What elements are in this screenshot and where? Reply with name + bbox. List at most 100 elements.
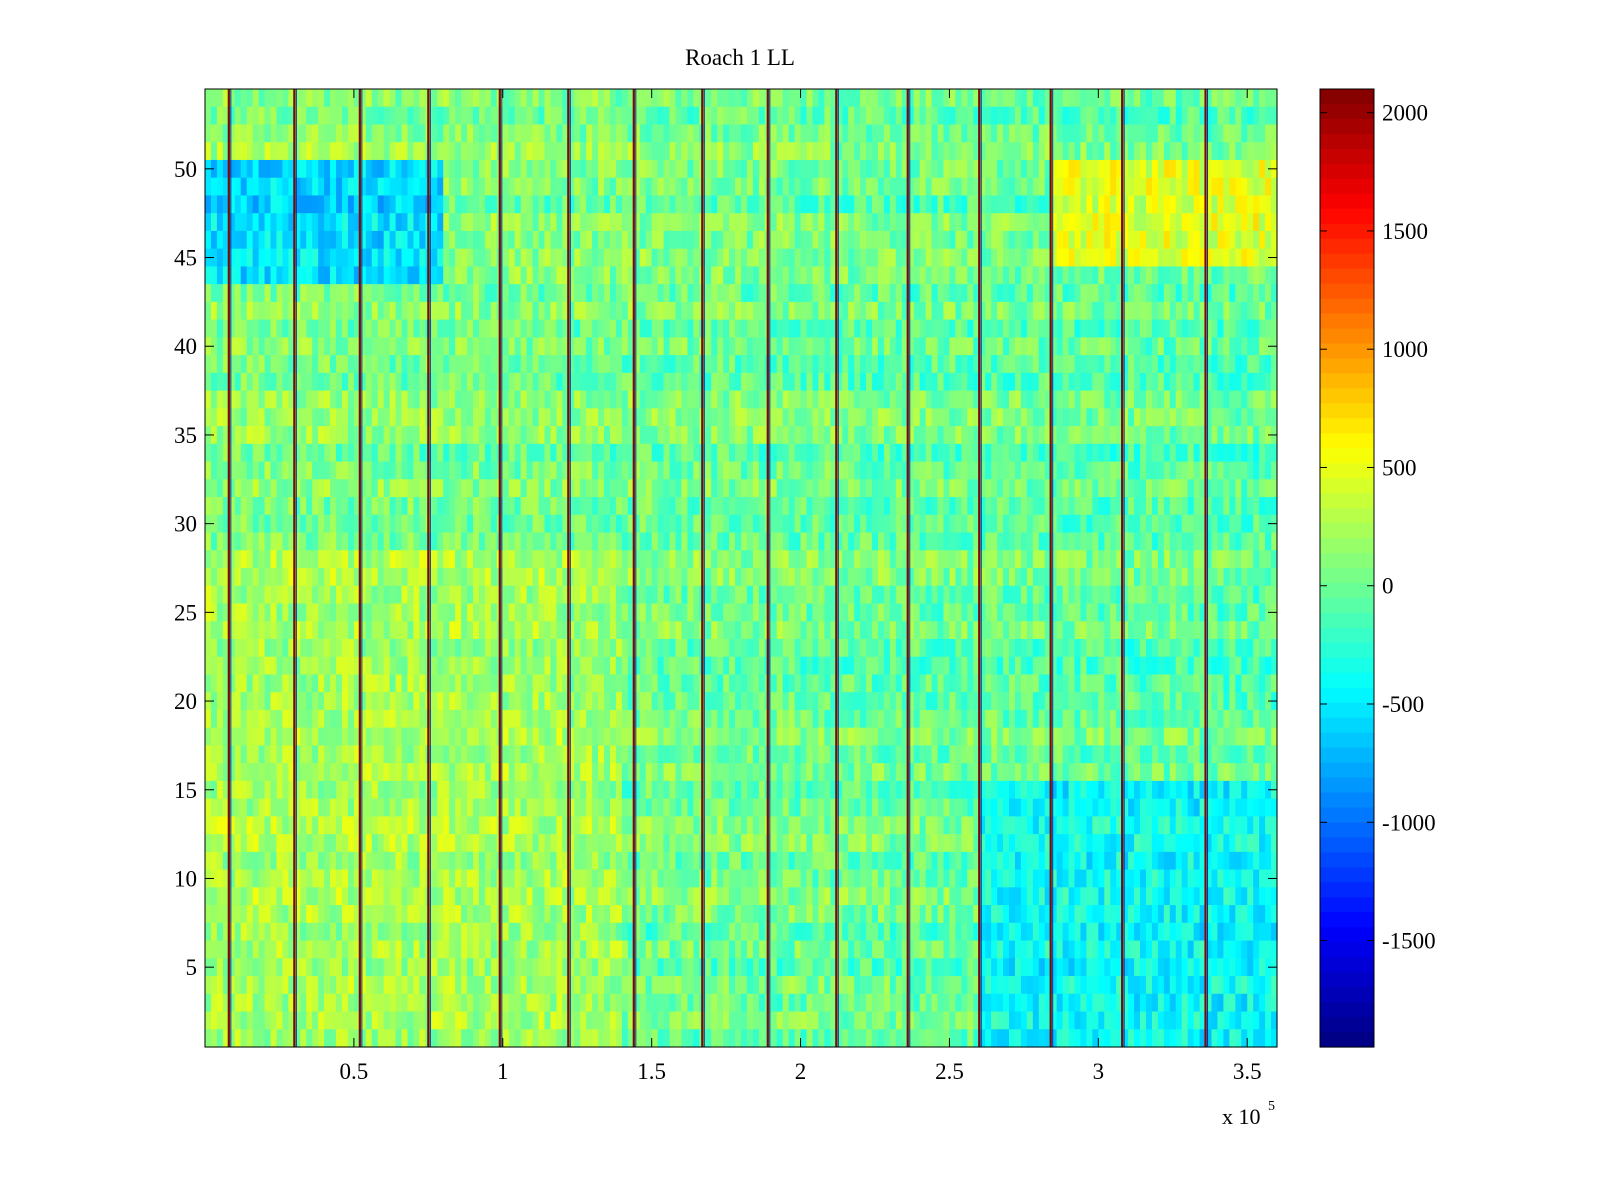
heatmap-cell	[514, 461, 522, 480]
heatmap-cell	[663, 177, 671, 197]
heatmap-cell	[836, 177, 843, 197]
heatmap-cell	[961, 177, 968, 197]
heatmap-cell	[1110, 213, 1117, 232]
heatmap-cell	[1140, 443, 1147, 463]
heatmap-cell	[1163, 337, 1171, 356]
heatmap-cell	[830, 479, 837, 498]
heatmap-cell	[723, 497, 730, 516]
heatmap-cell	[383, 550, 391, 569]
heatmap-cell	[1110, 372, 1117, 392]
heatmap-cell	[1145, 372, 1153, 392]
heatmap-cell	[967, 177, 974, 197]
heatmap-cell	[312, 461, 319, 480]
heatmap-cell	[1014, 532, 1022, 551]
heatmap-cell	[1217, 532, 1224, 551]
heatmap-cell	[788, 301, 796, 321]
heatmap-cell	[889, 426, 897, 445]
heatmap-cell	[1175, 159, 1183, 179]
heatmap-cell	[961, 106, 968, 126]
heatmap-cell	[300, 142, 307, 161]
heatmap-cell	[1098, 337, 1105, 356]
heatmap-cell	[1116, 195, 1123, 214]
heatmap-cell	[389, 479, 397, 498]
heatmap-cell	[1086, 461, 1093, 480]
heatmap-cell	[312, 319, 319, 338]
heatmap-cell	[919, 426, 927, 445]
heatmap-cell	[407, 195, 415, 214]
heatmap-cell	[359, 89, 367, 108]
heatmap-cell	[741, 532, 748, 551]
heatmap-cell	[782, 159, 790, 179]
heatmap-cell	[282, 284, 289, 303]
heatmap-cell	[645, 390, 653, 409]
heatmap-cell	[246, 568, 254, 587]
heatmap-cell	[395, 550, 403, 569]
heatmap-cell	[741, 319, 748, 338]
heatmap-cell	[1080, 443, 1088, 463]
heatmap-cell	[574, 479, 581, 498]
heatmap-cell	[609, 319, 617, 338]
heatmap-cell	[985, 532, 992, 551]
heatmap-cell	[1235, 426, 1242, 445]
heatmap-cell	[663, 284, 671, 303]
heatmap-cell	[723, 443, 730, 463]
heatmap-cell	[919, 443, 927, 463]
heatmap-cell	[752, 213, 760, 232]
heatmap-cell	[836, 284, 843, 303]
heatmap-cell	[782, 426, 790, 445]
heatmap-cell	[598, 390, 605, 409]
heatmap-cell	[431, 514, 438, 534]
heatmap-cell	[538, 213, 546, 232]
heatmap-cell	[473, 159, 480, 179]
heatmap-cell	[776, 337, 784, 356]
heatmap-cell	[675, 319, 683, 338]
heatmap-cell	[919, 408, 927, 427]
heatmap-cell	[854, 142, 861, 161]
heatmap-cell	[1134, 461, 1141, 480]
heatmap-cell	[419, 426, 426, 445]
heatmap-cell	[1092, 213, 1099, 232]
heatmap-cell	[222, 266, 230, 285]
heatmap-cell	[723, 230, 730, 250]
heatmap-cell	[949, 479, 956, 498]
heatmap-cell	[1044, 213, 1052, 232]
heatmap-cell	[484, 568, 492, 587]
heatmap-cell	[377, 248, 385, 268]
heatmap-cell	[806, 159, 814, 179]
heatmap-cell	[806, 550, 814, 569]
heatmap-cell	[1020, 213, 1028, 232]
heatmap-cell	[1068, 124, 1076, 143]
heatmap-cell	[574, 142, 581, 161]
heatmap-cell	[484, 532, 492, 551]
heatmap-cell	[907, 497, 915, 516]
heatmap-cell	[258, 443, 266, 463]
heatmap-cell	[782, 213, 790, 232]
heatmap-cell	[1181, 142, 1189, 161]
heatmap-cell	[1032, 248, 1040, 268]
heatmap-cell	[633, 497, 641, 516]
heatmap-cell	[306, 550, 313, 569]
heatmap-cell	[788, 355, 796, 374]
heatmap-cell	[1122, 461, 1129, 480]
heatmap-cell	[1223, 266, 1230, 285]
heatmap-cell	[800, 426, 808, 445]
heatmap-cell	[1187, 248, 1195, 268]
heatmap-cell	[1116, 408, 1123, 427]
heatmap-cell	[336, 337, 343, 356]
heatmap-cell	[1104, 355, 1111, 374]
heatmap-cell	[776, 372, 784, 392]
heatmap-cell	[741, 479, 748, 498]
heatmap-cell	[1175, 514, 1183, 534]
heatmap-cell	[645, 230, 653, 250]
heatmap-cell	[836, 230, 843, 250]
heatmap-cell	[836, 355, 843, 374]
heatmap-cell	[675, 284, 683, 303]
heatmap-cell	[943, 568, 951, 587]
heatmap-cell	[830, 497, 837, 516]
heatmap-cell	[341, 284, 349, 303]
heatmap-cell	[997, 355, 1004, 374]
heatmap-cell	[1199, 408, 1207, 427]
heatmap-cell	[776, 408, 784, 427]
heatmap-cell	[1044, 532, 1052, 551]
heatmap-cell	[752, 89, 760, 108]
